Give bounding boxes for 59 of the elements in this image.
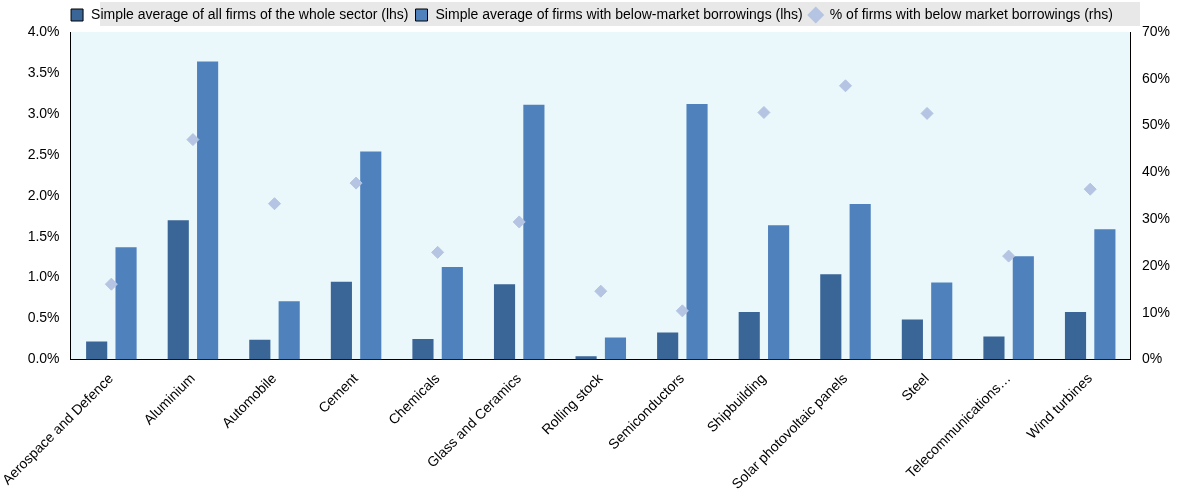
y-tick-label: 1.5% <box>27 227 60 244</box>
bar <box>604 337 627 360</box>
point <box>1083 182 1097 196</box>
y-tick-label: 4.0% <box>27 22 60 39</box>
bar <box>1094 229 1116 360</box>
bar <box>197 61 219 360</box>
y-tick-label: 3.5% <box>27 63 60 80</box>
bar <box>983 336 1005 360</box>
y-tick-label: 2.0% <box>27 186 60 203</box>
bar <box>901 319 923 360</box>
y2-tick-label: 20% <box>1141 256 1171 273</box>
point <box>838 79 852 93</box>
point <box>675 304 689 318</box>
y-tick-label: 3.0% <box>27 104 60 121</box>
bar <box>330 281 352 360</box>
bar <box>657 332 679 360</box>
legend-label: % of firms with below market borrowings (rhs) <box>829 5 1113 22</box>
y-tick-label: 1.0% <box>27 268 60 285</box>
bar <box>768 225 790 360</box>
legend-label: Simple average of all firms of the whole sector (lhs) <box>91 5 409 22</box>
point <box>104 277 118 291</box>
bar <box>278 301 300 360</box>
bar <box>820 274 842 360</box>
bar <box>493 284 516 360</box>
bar <box>167 220 189 360</box>
y2-tick-label: 70% <box>1141 22 1171 39</box>
y-tick-label: 2.5% <box>27 145 60 162</box>
bar <box>931 282 953 360</box>
y2-tick-label: 50% <box>1141 116 1171 133</box>
bar <box>86 341 108 360</box>
bar <box>738 312 760 360</box>
y2-tick-label: 40% <box>1141 163 1171 180</box>
y2-tick-label: 0% <box>1141 350 1163 367</box>
point <box>512 215 526 229</box>
point <box>186 133 200 147</box>
bar <box>1012 256 1034 360</box>
bar <box>686 104 708 360</box>
point <box>268 197 282 211</box>
point <box>594 284 608 298</box>
point <box>757 105 771 119</box>
y2-tick-label: 10% <box>1141 303 1171 320</box>
bar <box>849 203 871 360</box>
bar <box>1064 312 1087 360</box>
point <box>431 245 445 259</box>
bar <box>523 104 545 360</box>
point <box>1002 249 1016 263</box>
y2-tick-label: 60% <box>1141 69 1171 86</box>
y-tick-label: 0.0% <box>27 350 60 367</box>
bar <box>249 339 271 360</box>
y2-tick-label: 30% <box>1141 210 1171 227</box>
legend-label: Simple average of firms with below-market borrowings (lhs) <box>435 5 803 22</box>
bar <box>115 247 137 360</box>
bar <box>412 339 434 360</box>
point <box>920 106 934 120</box>
bar <box>575 356 597 360</box>
bar <box>360 151 382 360</box>
y-tick-label: 0.5% <box>27 309 60 326</box>
bar <box>441 266 463 360</box>
point <box>349 176 363 190</box>
